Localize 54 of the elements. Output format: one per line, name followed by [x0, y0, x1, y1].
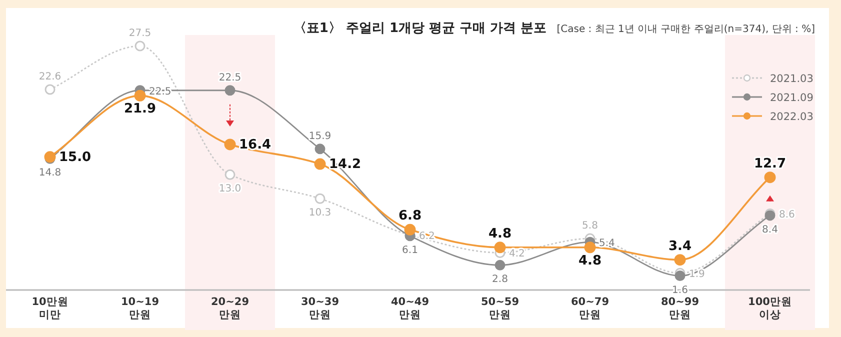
- point: [44, 84, 56, 95]
- point: [224, 85, 236, 96]
- data-label: 14.8: [38, 168, 62, 179]
- point: [674, 254, 686, 266]
- x-tick-label: 60~79 만원: [570, 296, 610, 321]
- point: [134, 40, 146, 52]
- data-label: 4.2: [509, 248, 525, 260]
- data-label: 4.8: [578, 253, 602, 268]
- chart-title: 〈표1〉 주얼리 1개당 평균 구매 가격 분포: [293, 21, 547, 36]
- chart-subtitle: [Case : 최근 1년 이내 구매한 주얼리(n=374), 단위 : %]: [556, 24, 816, 35]
- x-tick-label: 30~39 만원: [300, 296, 340, 321]
- point: [314, 144, 326, 154]
- data-label: 8.6: [779, 210, 795, 221]
- x-tick-label: 80~99 만원: [660, 296, 700, 321]
- data-label: 12.7: [754, 156, 786, 172]
- data-label: 27.5: [128, 28, 152, 39]
- data-label: 4.8: [488, 226, 512, 242]
- point: [494, 260, 506, 270]
- legend-label: 2021.09: [770, 92, 814, 104]
- data-label: 6.1: [402, 244, 418, 256]
- data-label: 5.8: [582, 220, 598, 232]
- x-tick-label: 40~49 만원: [390, 296, 430, 321]
- data-label: 6.8: [398, 208, 422, 224]
- data-label: 2.8: [492, 274, 508, 286]
- data-label: 3.4: [668, 238, 692, 254]
- point: [134, 90, 146, 102]
- data-label: 21.9: [124, 102, 156, 117]
- data-label: 8.4: [762, 224, 778, 236]
- point: [764, 172, 776, 184]
- data-label: 22.6: [38, 71, 62, 82]
- x-tick-label: 10~19 만원: [120, 296, 160, 321]
- x-tick-label: 50~59 만원: [480, 296, 520, 321]
- point: [674, 270, 686, 282]
- point: [224, 169, 236, 180]
- legend-label: 2022.03: [770, 111, 814, 123]
- point: [494, 242, 506, 254]
- legend-label: 2021.03: [770, 73, 814, 85]
- data-label: 22.5: [218, 72, 242, 84]
- x-tick-label: 10만원 미만: [32, 296, 68, 321]
- point: [224, 138, 236, 150]
- point: [314, 158, 326, 170]
- data-label: 1.9: [689, 269, 705, 280]
- point: [584, 242, 596, 254]
- x-tick-label: 20~29 만원: [210, 296, 250, 321]
- data-label: 1.6: [672, 284, 688, 296]
- data-label: 16.4: [239, 137, 272, 152]
- data-label: 15.0: [59, 150, 92, 165]
- x-tick-label: 100만원 이상: [748, 296, 792, 321]
- data-label: 10.3: [308, 208, 332, 219]
- point: [404, 224, 416, 236]
- data-label: 13.0: [218, 184, 242, 195]
- point: [314, 193, 326, 204]
- data-label: 14.2: [329, 157, 362, 172]
- data-label: 15.9: [308, 130, 332, 142]
